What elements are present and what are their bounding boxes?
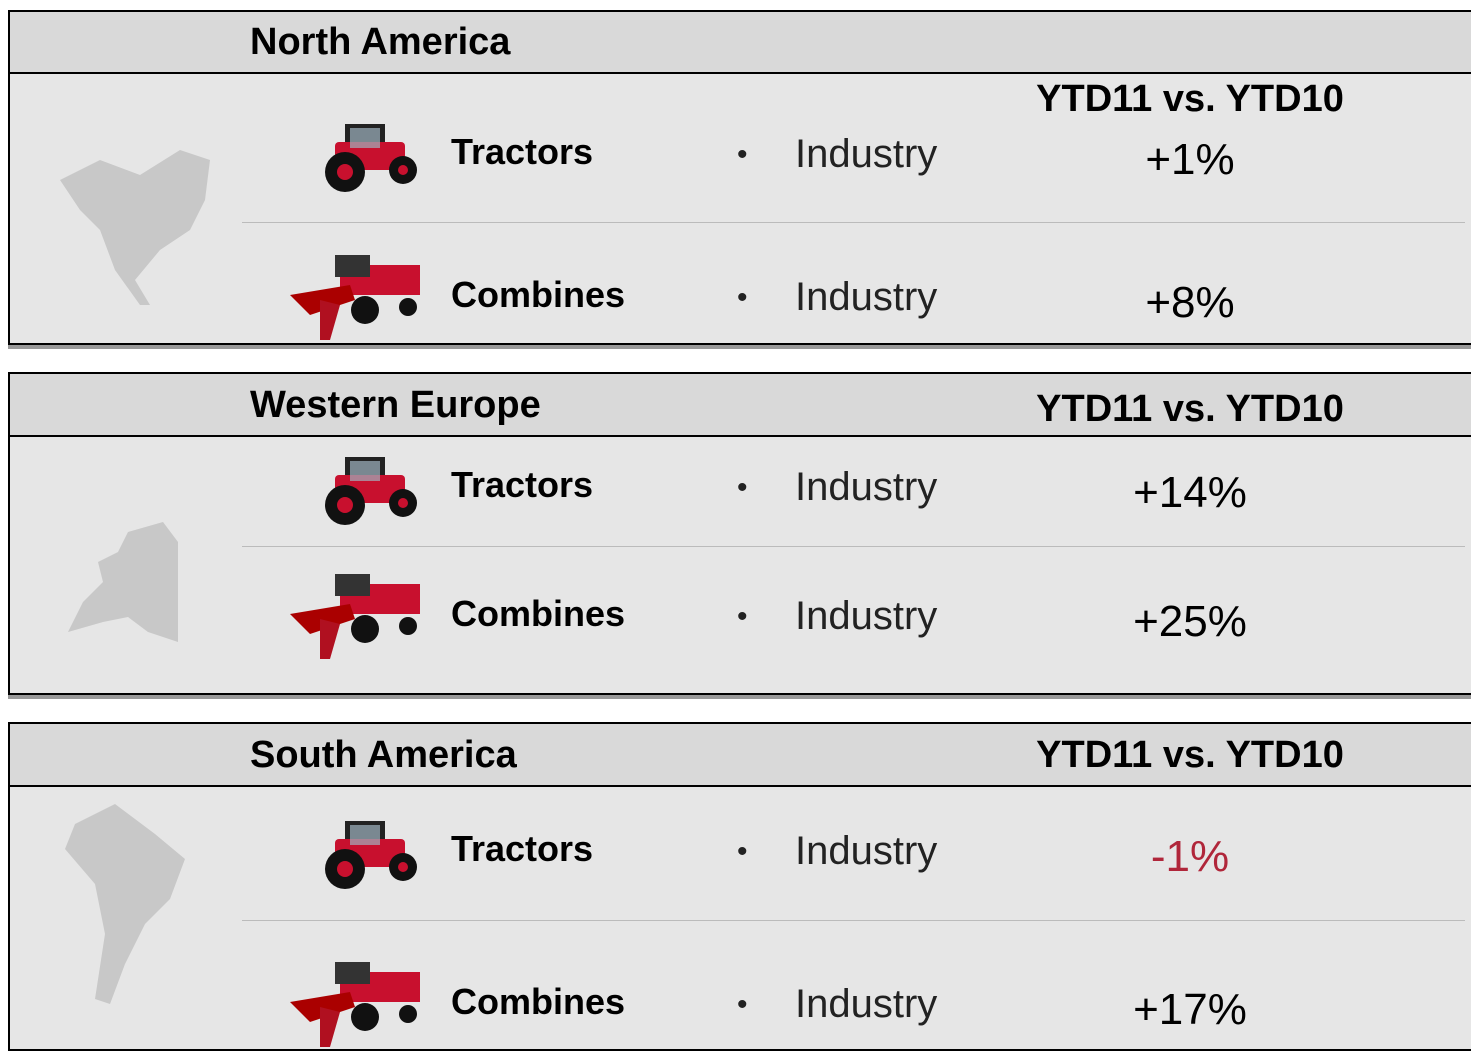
region-panel: North America YTD11 vs. YTD10 Tractors Indu…	[8, 10, 1471, 345]
bullet-item: Industry	[737, 277, 937, 317]
column-header: YTD11 vs. YTD10	[1036, 78, 1344, 120]
product-label: Tractors	[451, 464, 594, 505]
region-title: Western Europe	[250, 383, 541, 426]
region-panel: Western Europe YTD11 vs. YTD10 Tractors Ind…	[8, 372, 1471, 695]
header-bar	[10, 12, 1471, 74]
column-header: YTD11 vs. YTD10	[1036, 734, 1344, 776]
bullet-item: Industry	[737, 134, 937, 174]
product-label: Tractors	[451, 131, 594, 172]
change-value: +8%	[1145, 278, 1235, 327]
column-header: YTD11 vs. YTD10	[1036, 388, 1344, 430]
row-separator	[242, 920, 1465, 921]
change-value: -1%	[1150, 832, 1230, 881]
change-value: +17%	[1133, 985, 1247, 1034]
bullet-item: Industry	[737, 596, 937, 636]
product-label: Combines	[451, 593, 626, 634]
tractor-image	[325, 457, 417, 525]
combine-image	[290, 574, 420, 659]
row-separator	[242, 546, 1465, 547]
combine-image	[290, 255, 420, 340]
region-title: North America	[250, 21, 511, 63]
product-label: Combines	[451, 981, 626, 1022]
region-map	[68, 522, 178, 642]
bullet-item: Industry	[737, 984, 937, 1024]
region-title: South America	[250, 733, 517, 776]
product-label: Tractors	[451, 828, 594, 869]
row-separator	[242, 222, 1465, 223]
header-bar	[10, 374, 1471, 437]
change-value: +25%	[1133, 597, 1247, 646]
header-bar	[10, 724, 1471, 787]
bullet-item: Industry	[737, 467, 937, 507]
region-map	[60, 150, 210, 305]
product-label: Combines	[451, 274, 626, 315]
tractor-image	[325, 124, 417, 192]
change-value: +14%	[1133, 468, 1247, 517]
tractor-image	[325, 821, 417, 889]
region-map	[65, 804, 185, 1004]
bullet-item: Industry	[737, 831, 937, 871]
change-value: +1%	[1145, 135, 1235, 184]
region-panel: South America YTD11 vs. YTD10 Tractors Indu…	[8, 722, 1471, 1051]
combine-image	[290, 962, 420, 1047]
